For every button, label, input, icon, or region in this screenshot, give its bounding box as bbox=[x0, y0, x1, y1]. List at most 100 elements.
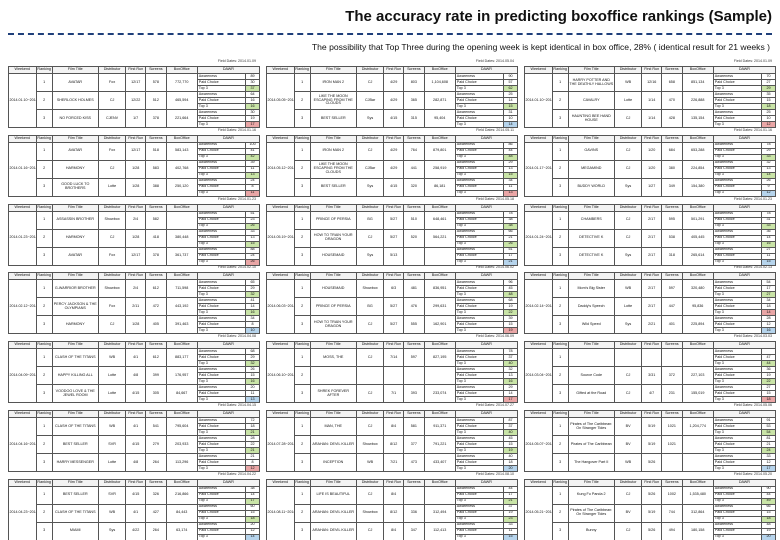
distributor-cell: Showbox bbox=[355, 435, 385, 454]
film-title-cell: MAN, THE bbox=[309, 417, 357, 436]
boxoffice-cell bbox=[681, 435, 714, 454]
column-header: Distributor bbox=[355, 478, 385, 487]
boxoffice-cell: 711,598 bbox=[165, 279, 198, 299]
distributor-cell: WB bbox=[97, 348, 127, 368]
column-header: Screens bbox=[402, 134, 425, 143]
boxoffice-cell: 250,120 bbox=[165, 177, 198, 197]
measure-value: 13 bbox=[503, 189, 518, 197]
screens-cell: 447 bbox=[660, 297, 683, 317]
table-row: 2014.05.19~2014.05.211PRINCE OF PERSIABG… bbox=[266, 210, 518, 266]
column-header: Screens bbox=[660, 66, 683, 74]
film-title-cell: Pirates of The Caribbean: On Stranger Ti… bbox=[567, 503, 615, 523]
result-table: Field Dates: 2014.06.02 Weekend Ranking Fil… bbox=[266, 265, 519, 335]
measure-label: Top 3 bbox=[712, 533, 763, 540]
ranking-cell: 3 bbox=[35, 453, 53, 472]
first-run-cell: 4/1 bbox=[125, 503, 146, 523]
column-header: Screens bbox=[144, 341, 167, 350]
column-header: Weekend bbox=[524, 410, 553, 418]
measure-label: Top 3 bbox=[196, 189, 247, 197]
distributor-cell: Lotte bbox=[613, 91, 643, 110]
distributor-cell: CJ bbox=[355, 521, 385, 540]
result-table: Field Dates: 2014.05.06 Weekend Ranking Fil… bbox=[524, 403, 777, 472]
first-run-cell: 2/17 bbox=[641, 210, 662, 230]
film-title-cell: The Hangover Part II bbox=[567, 453, 615, 472]
boxoffice-cell: 265,614 bbox=[681, 246, 714, 266]
column-header: DAWR bbox=[454, 134, 519, 143]
column-header: DAWR bbox=[454, 203, 519, 212]
first-run-cell: 1/28 bbox=[125, 159, 146, 179]
first-run-cell: 8/4 bbox=[383, 521, 404, 540]
table-header-row: Weekend Ranking Film Title Distributor First… bbox=[524, 478, 777, 487]
film-title-cell: HARMONY bbox=[51, 315, 99, 335]
ranking-cell: 3 bbox=[551, 521, 569, 540]
column-header: DAWR bbox=[712, 410, 777, 418]
boxoffice-cell: 443,192 bbox=[165, 297, 198, 317]
column-header: Weekend bbox=[524, 66, 553, 74]
boxoffice-cell: 836,951 bbox=[423, 279, 456, 299]
ranking-cell: 1 bbox=[551, 210, 569, 230]
distributor-cell: Fox bbox=[97, 141, 127, 161]
boxoffice-cell: 564,221 bbox=[423, 228, 456, 248]
table-row: 3 The Hangover Part II WB 5/26 Awareness 33 bbox=[525, 453, 776, 472]
column-header: Film Title bbox=[51, 134, 99, 143]
ranking-cell: 1 bbox=[293, 210, 311, 230]
distributor-cell: CJ bbox=[355, 228, 385, 248]
boxoffice-cell: 1,204,774 bbox=[681, 417, 714, 436]
table-header-row: Weekend Ranking Film Title Distributor First… bbox=[8, 272, 261, 281]
screens-cell: 231 bbox=[660, 384, 683, 404]
screens-cell: 581 bbox=[402, 417, 425, 436]
film-title-cell: LIKE THE MOON ESCAPING FROM THE CLOUDS bbox=[309, 91, 357, 110]
ranking-cell: 3 bbox=[551, 246, 569, 266]
screens-cell: 555 bbox=[402, 315, 425, 335]
table-row: 2 Pirates of The Caribbean: On Stranger T… bbox=[525, 503, 776, 523]
column-header: Weekend bbox=[266, 134, 295, 143]
boxoffice-cell: 465,594 bbox=[165, 91, 198, 110]
first-run-cell: 12/17 bbox=[125, 73, 146, 92]
distributor-cell: WB bbox=[97, 417, 127, 436]
screens-cell bbox=[402, 366, 425, 386]
column-header: Distributor bbox=[97, 66, 127, 74]
boxoffice-cell: 361,737 bbox=[165, 246, 198, 266]
column-header: Ranking bbox=[551, 341, 569, 350]
film-title-cell: DETECTIVE K bbox=[567, 228, 615, 248]
weekend-cell: 2014.05.12~2014.05.14 bbox=[266, 141, 295, 197]
ranking-cell: 1 bbox=[35, 485, 53, 505]
column-header: Weekend bbox=[266, 66, 295, 74]
column-header: BoxOffice bbox=[423, 410, 456, 418]
column-header: BoxOffice bbox=[165, 410, 198, 418]
table-row: 2 Pirates of The Caribbean BV 5/19 1021 Aware… bbox=[525, 435, 776, 454]
screens-cell bbox=[402, 246, 425, 266]
column-header: Ranking bbox=[551, 203, 569, 212]
result-table-body: Weekend Ranking Film Title Distributor First… bbox=[8, 410, 261, 472]
measure-label: Top 3 bbox=[712, 396, 763, 404]
column-header: Film Title bbox=[309, 134, 357, 143]
distributor-cell: CJ bbox=[97, 315, 127, 335]
ranking-cell: 3 bbox=[293, 177, 311, 197]
distributor-cell: CJ bbox=[355, 384, 385, 404]
column-header: DAWR bbox=[454, 478, 519, 487]
first-run-cell: 8/4 bbox=[383, 485, 404, 505]
distributor-cell: SVR bbox=[97, 435, 127, 454]
boxoffice-cell: 135,154 bbox=[681, 109, 714, 128]
column-header: Distributor bbox=[97, 203, 127, 212]
table-row: 3 HAUNTING BEE HAND HOUSE CJ 1/14 428 135,154… bbox=[525, 109, 776, 128]
boxoffice-cell: 391,463 bbox=[165, 315, 198, 335]
field-dates-caption: Field Dates: 2014.05.11 bbox=[476, 127, 514, 132]
first-run-cell: 1/14 bbox=[641, 91, 662, 110]
table-row: 3 HOUSEMAID Sys 5/13 Awareness 51 bbox=[267, 246, 518, 266]
column-header: Distributor bbox=[97, 410, 127, 418]
distributor-cell: CJ bbox=[355, 141, 385, 161]
table-row: 2 Daddy's Speech Lotte 2/17 447 95,836 Awarene… bbox=[525, 297, 776, 317]
column-header: Film Title bbox=[51, 410, 99, 418]
column-header: First Run bbox=[125, 410, 146, 418]
film-title-cell: IRON MAN 2 bbox=[309, 141, 357, 161]
result-table-body: Weekend Ranking Film Title Distributor First… bbox=[266, 341, 519, 404]
column-header: Weekend bbox=[524, 203, 553, 212]
table-row: Top 3 16 bbox=[525, 327, 776, 335]
distributor-cell: BV bbox=[613, 503, 643, 523]
ranking-cell: 2 bbox=[551, 366, 569, 386]
column-header: Distributor bbox=[355, 341, 385, 350]
distributor-cell: Fox bbox=[97, 246, 127, 266]
film-title-cell: HOUSEMAID bbox=[309, 246, 357, 266]
measure-label: Top 3 bbox=[196, 465, 247, 472]
